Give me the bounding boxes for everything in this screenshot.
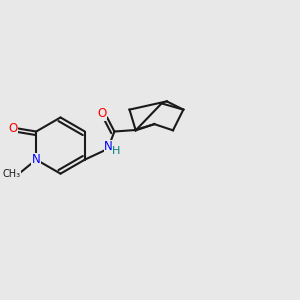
Text: CH₃: CH₃ <box>3 169 21 179</box>
Text: N: N <box>104 140 113 153</box>
Text: O: O <box>97 107 106 120</box>
Text: H: H <box>112 146 121 156</box>
Text: O: O <box>8 122 17 135</box>
Text: N: N <box>32 153 40 166</box>
